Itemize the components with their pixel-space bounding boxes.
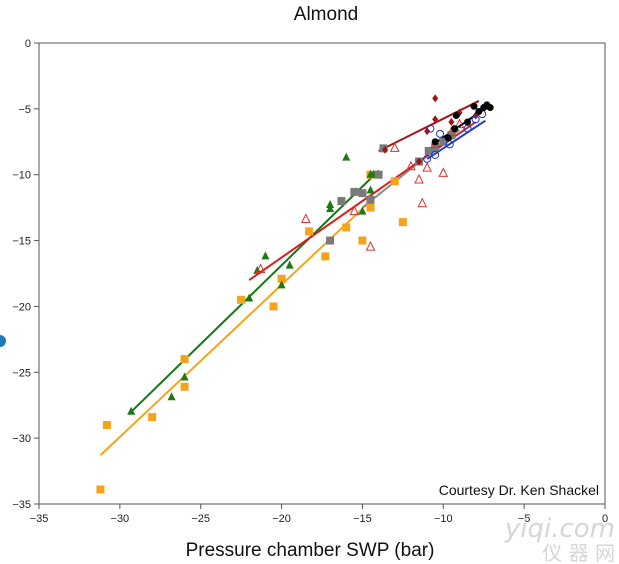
data-point xyxy=(358,206,367,215)
data-point xyxy=(350,187,359,196)
data-point xyxy=(349,205,360,216)
data-point xyxy=(454,118,465,129)
regression-line xyxy=(378,100,480,152)
x-tick-label: −35 xyxy=(30,513,49,525)
y-tick-label: −30 xyxy=(12,433,31,445)
data-point xyxy=(237,295,246,304)
y-tick-label: −10 xyxy=(12,170,31,182)
data-point xyxy=(444,134,452,142)
data-point xyxy=(127,406,136,415)
x-tick-label: −15 xyxy=(353,513,372,525)
data-point xyxy=(102,420,111,429)
data-point xyxy=(417,197,428,208)
data-point xyxy=(486,104,494,112)
edge-marker-icon xyxy=(0,335,6,347)
data-point xyxy=(277,280,286,289)
data-point xyxy=(431,150,440,159)
regression-lines xyxy=(99,100,491,456)
data-point xyxy=(470,102,478,110)
data-point xyxy=(432,115,439,124)
x-tick-label: −20 xyxy=(272,513,291,525)
y-tick-label: −20 xyxy=(12,301,31,313)
x-tick-label: −25 xyxy=(191,513,210,525)
data-point xyxy=(416,157,423,166)
y-tick-label: −5 xyxy=(18,104,31,116)
data-point xyxy=(464,118,472,126)
data-point xyxy=(180,372,189,381)
data-point xyxy=(382,145,389,154)
x-tick-label: −5 xyxy=(518,513,531,525)
data-point xyxy=(475,107,483,115)
data-point xyxy=(422,162,432,172)
data-point xyxy=(337,197,346,206)
data-point xyxy=(438,167,449,177)
data-point xyxy=(358,189,367,198)
data-point xyxy=(389,142,400,152)
data-point xyxy=(366,185,375,194)
data-point xyxy=(432,94,439,103)
data-point xyxy=(448,118,455,127)
data-point xyxy=(471,115,480,124)
data-point xyxy=(277,274,286,283)
data-point xyxy=(398,218,407,227)
watermark-top: yiqi.com xyxy=(504,514,615,544)
data-points xyxy=(96,94,494,494)
data-point xyxy=(180,355,189,364)
data-point xyxy=(366,195,375,204)
data-point xyxy=(148,413,157,422)
y-tick-label: 0 xyxy=(25,38,31,50)
data-point xyxy=(390,177,399,186)
data-point xyxy=(96,485,105,494)
data-point xyxy=(269,302,278,311)
regression-line xyxy=(426,119,486,160)
x-axis-label: Pressure chamber SWP (bar) xyxy=(186,540,435,561)
chart-title: Almond xyxy=(294,4,358,25)
data-point xyxy=(423,154,432,163)
data-point xyxy=(261,251,270,260)
y-tick-label: −15 xyxy=(12,236,31,248)
data-point xyxy=(180,382,189,391)
data-point xyxy=(431,138,439,146)
data-point xyxy=(305,227,314,236)
watermark-bottom: 仪 器 网 xyxy=(542,541,615,564)
data-point xyxy=(167,392,176,401)
y-tick-label: −25 xyxy=(12,367,31,379)
data-point xyxy=(374,170,383,179)
x-tick-label: 0 xyxy=(602,513,608,525)
data-point xyxy=(301,213,311,223)
data-point xyxy=(366,203,375,212)
data-point xyxy=(321,252,330,261)
x-tick-label: −10 xyxy=(434,513,453,525)
data-point xyxy=(452,111,460,119)
data-point xyxy=(255,263,266,274)
y-axis-ticks: −35 −30 −25 −20 −15 −10 −5 0 xyxy=(12,38,39,511)
data-point xyxy=(326,236,335,245)
y-tick-label: −35 xyxy=(12,499,31,511)
data-point xyxy=(424,147,433,156)
data-point xyxy=(253,265,262,274)
regression-line xyxy=(130,170,380,413)
plot-frame xyxy=(38,42,606,505)
data-point xyxy=(342,223,351,232)
x-tick-label: −30 xyxy=(111,513,130,525)
data-point xyxy=(426,124,435,133)
regression-line xyxy=(99,200,372,456)
data-point xyxy=(406,160,416,171)
credit-annotation: Courtesy Dr. Ken Shackel xyxy=(439,482,599,498)
data-point xyxy=(439,137,448,146)
data-point xyxy=(245,293,254,302)
data-point xyxy=(358,236,367,245)
data-point xyxy=(326,203,335,212)
data-point xyxy=(436,129,445,138)
data-point xyxy=(365,241,376,251)
data-point xyxy=(285,260,294,269)
data-point xyxy=(414,173,424,184)
data-point xyxy=(424,127,431,136)
data-point xyxy=(451,125,459,133)
x-axis-ticks: −35 −30 −25 −20 −15 −10 −5 0 xyxy=(30,504,608,525)
data-point xyxy=(342,152,351,161)
